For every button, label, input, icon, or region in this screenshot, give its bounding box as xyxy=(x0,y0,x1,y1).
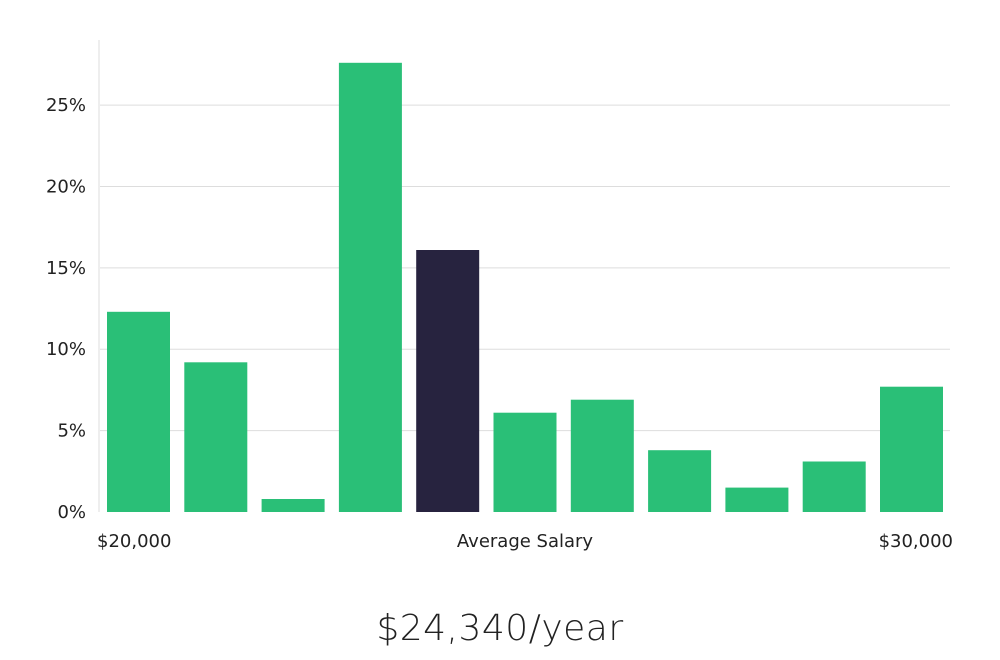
histogram-bar-highlight xyxy=(416,250,480,512)
y-tick-labels: 0% 5% 10% 15% 20% 25% xyxy=(46,95,86,523)
salary-histogram: 0%5%10%15%20%25% $20,000 Average Salary … xyxy=(46,40,953,552)
y-tick-label: 5% xyxy=(57,421,86,442)
histogram-bar xyxy=(880,386,943,512)
average-salary-value: $24,340/year xyxy=(376,608,624,649)
x-axis-center-label: Average Salary xyxy=(457,531,594,552)
histogram-bar xyxy=(338,62,402,513)
y-tick-label: 15% xyxy=(46,258,86,279)
histogram-bar xyxy=(570,399,634,512)
y-tick-label: 10% xyxy=(46,339,86,360)
histogram-bar xyxy=(493,412,557,512)
y-tick-label: 20% xyxy=(46,176,86,197)
histogram-bar xyxy=(261,499,325,512)
histogram-bar xyxy=(725,487,789,512)
histogram-bar xyxy=(648,450,712,512)
histogram-bars xyxy=(107,62,943,513)
y-tick-label: 25% xyxy=(46,95,86,116)
x-min-label: $20,000 xyxy=(97,531,171,552)
x-max-label: $30,000 xyxy=(879,531,953,552)
y-tick-label: 0% xyxy=(57,502,86,523)
y-gridlines xyxy=(100,104,950,432)
histogram-bar xyxy=(802,461,866,512)
histogram-bar xyxy=(184,362,248,512)
histogram-bar xyxy=(107,311,170,512)
